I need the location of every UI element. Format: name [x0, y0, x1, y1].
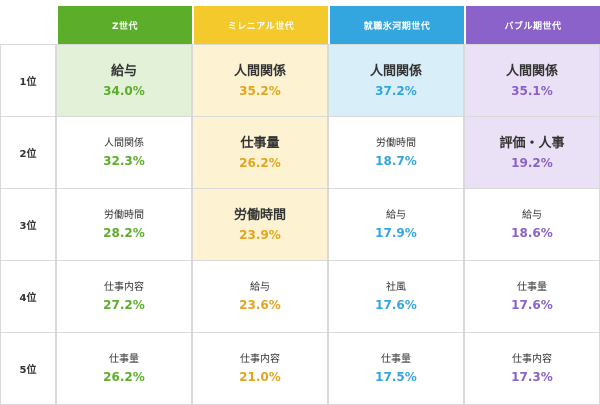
header-z-generation: Z世代 — [58, 6, 192, 44]
cell-percent: 17.6% — [375, 297, 417, 312]
table-cell: 仕事内容 17.3% — [464, 333, 600, 405]
cell-label: 仕事量 — [381, 353, 411, 365]
table-cell: 人間関係 35.1% — [464, 44, 600, 117]
cell-percent: 27.2% — [103, 297, 145, 312]
table-cell: 仕事内容 27.2% — [56, 261, 192, 333]
cell-label: 労働時間 — [233, 207, 286, 223]
cell-label: 給与 — [110, 63, 137, 79]
cell-label: 給与 — [386, 209, 406, 221]
header-ice-age-generation: 就職氷河期世代 — [330, 6, 464, 44]
table-cell: 人間関係 37.2% — [328, 44, 464, 117]
cell-label: 社風 — [386, 281, 406, 293]
cell-percent: 18.7% — [375, 153, 417, 168]
cell-percent: 32.3% — [103, 153, 145, 168]
cell-label: 仕事量 — [109, 353, 139, 365]
cell-percent: 28.2% — [103, 225, 145, 240]
header-millennial-generation: ミレニアル世代 — [194, 6, 328, 44]
table-cell: 労働時間 18.7% — [328, 117, 464, 189]
table-cell: 仕事量 26.2% — [56, 333, 192, 405]
cell-label: 人間関係 — [104, 137, 144, 149]
cell-percent: 17.5% — [375, 369, 417, 384]
cell-percent: 37.2% — [375, 83, 417, 98]
table-cell: 人間関係 35.2% — [192, 44, 328, 117]
rank-label: 2位 — [0, 117, 56, 189]
cell-label: 人間関係 — [233, 63, 286, 79]
cell-label: 仕事内容 — [240, 353, 280, 365]
cell-label: 人間関係 — [369, 63, 422, 79]
cell-percent: 35.2% — [239, 83, 281, 98]
cell-percent: 19.2% — [511, 155, 553, 170]
cell-label: 仕事量 — [517, 281, 547, 293]
rank-label: 1位 — [0, 44, 56, 117]
cell-percent: 18.6% — [511, 225, 553, 240]
rank-label: 4位 — [0, 261, 56, 333]
table-cell: 仕事量 17.5% — [328, 333, 464, 405]
cell-percent: 34.0% — [103, 83, 145, 98]
cell-percent: 23.9% — [239, 227, 281, 242]
table-cell: 仕事量 17.6% — [464, 261, 600, 333]
table-cell: 仕事量 26.2% — [192, 117, 328, 189]
cell-percent: 17.9% — [375, 225, 417, 240]
table-cell: 仕事内容 21.0% — [192, 333, 328, 405]
cell-percent: 17.6% — [511, 297, 553, 312]
table-cell: 労働時間 23.9% — [192, 189, 328, 261]
table-cell: 労働時間 28.2% — [56, 189, 192, 261]
cell-label: 給与 — [250, 281, 270, 293]
cell-percent: 26.2% — [103, 369, 145, 384]
rank-label: 3位 — [0, 189, 56, 261]
cell-percent: 23.6% — [239, 297, 281, 312]
cell-label: 評価・人事 — [499, 135, 565, 151]
cell-label: 労働時間 — [376, 137, 416, 149]
table-cell: 人間関係 32.3% — [56, 117, 192, 189]
cell-label: 労働時間 — [104, 209, 144, 221]
table-cell: 社風 17.6% — [328, 261, 464, 333]
cell-percent: 26.2% — [239, 155, 281, 170]
table-cell: 給与 18.6% — [464, 189, 600, 261]
cell-label: 給与 — [522, 209, 542, 221]
header-bubble-generation: バブル期世代 — [466, 6, 600, 44]
cell-label: 人間関係 — [505, 63, 558, 79]
cell-label: 仕事内容 — [104, 281, 144, 293]
cell-percent: 17.3% — [511, 369, 553, 384]
table-cell: 給与 17.9% — [328, 189, 464, 261]
table-cell: 給与 23.6% — [192, 261, 328, 333]
table-corner — [0, 0, 56, 44]
cell-percent: 35.1% — [511, 83, 553, 98]
cell-label: 仕事量 — [240, 135, 280, 151]
cell-percent: 21.0% — [239, 369, 281, 384]
cell-label: 仕事内容 — [512, 353, 552, 365]
table-cell: 評価・人事 19.2% — [464, 117, 600, 189]
rank-label: 5位 — [0, 333, 56, 405]
table-cell: 給与 34.0% — [56, 44, 192, 117]
